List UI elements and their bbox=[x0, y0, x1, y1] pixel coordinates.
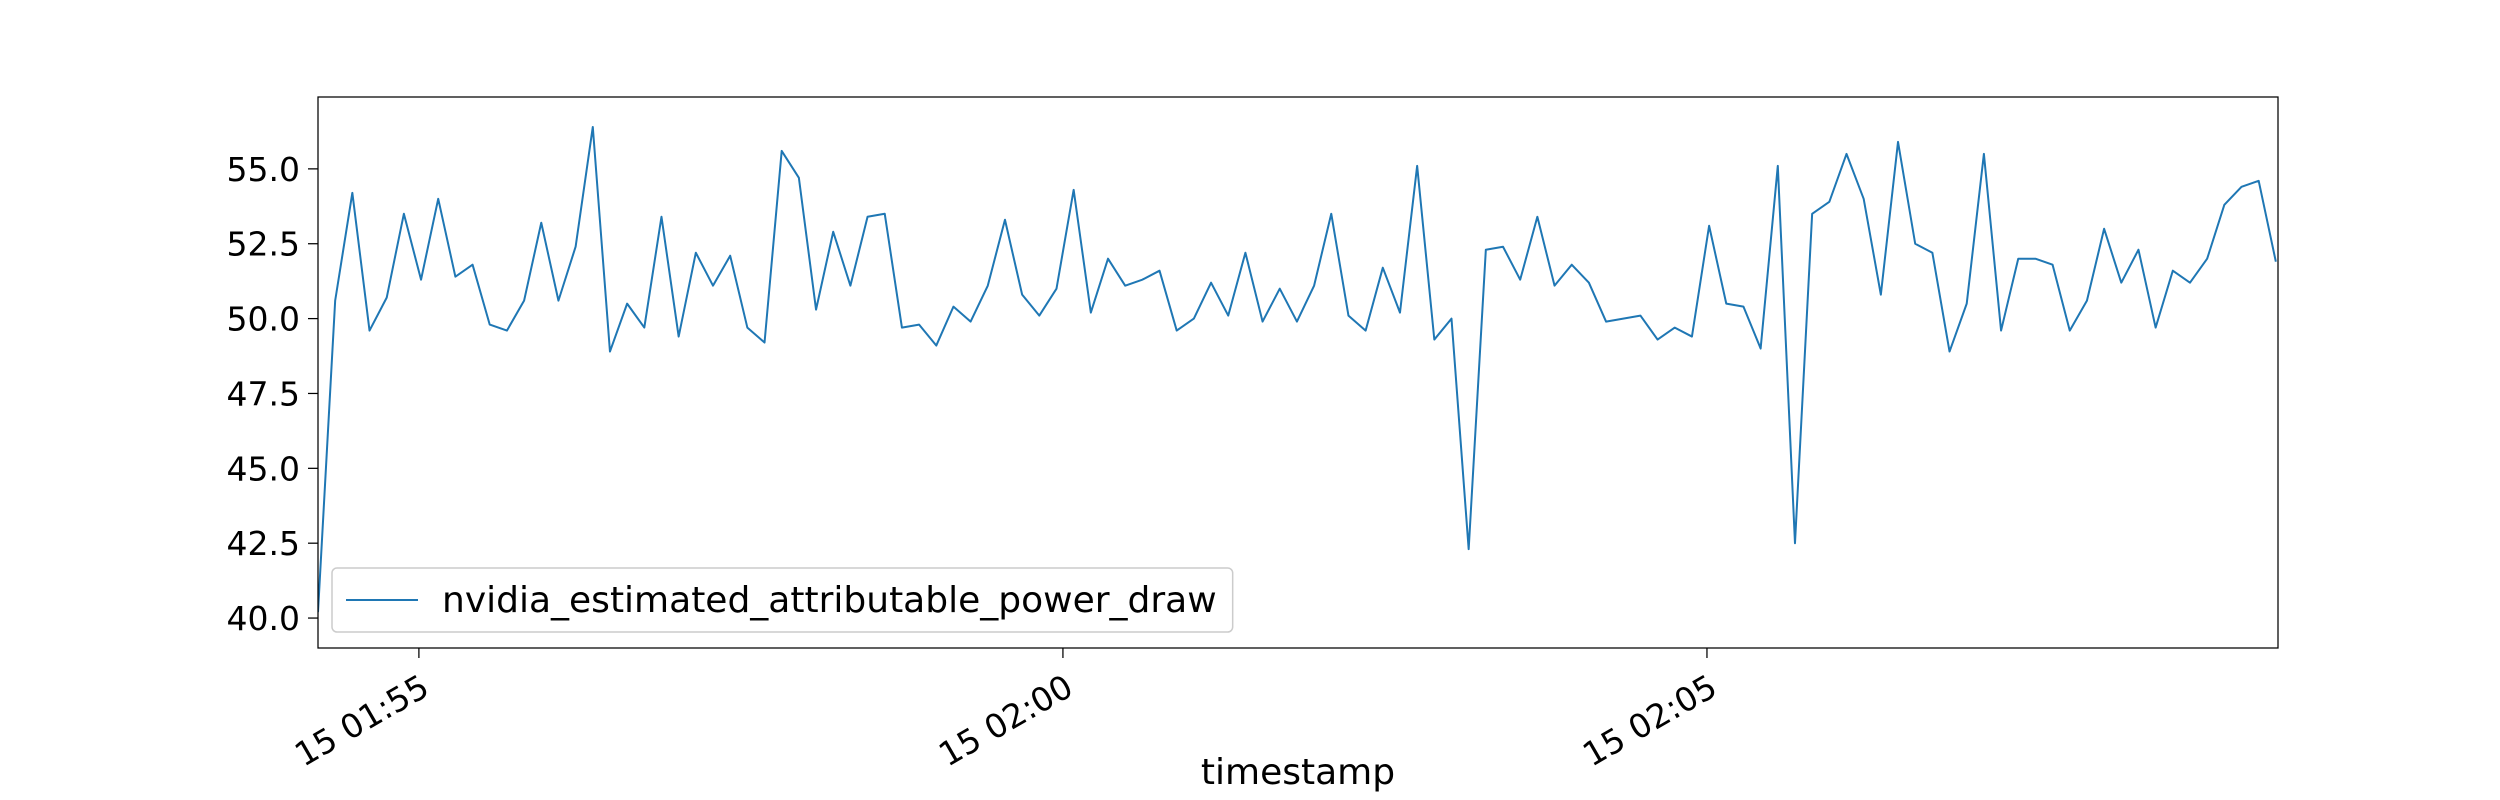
series-line bbox=[318, 125, 2277, 613]
y-tick-label: 42.5 bbox=[227, 524, 300, 563]
x-axis: 15 01:55 15 02:00 15 02:05 bbox=[288, 648, 1723, 774]
x-tick-label: 15 01:55 bbox=[288, 667, 435, 775]
x-tick-label: 15 02:00 bbox=[932, 667, 1079, 775]
x-axis-title: timestamp bbox=[1201, 752, 1395, 793]
x-tick-label: 15 02:05 bbox=[1576, 667, 1723, 775]
legend: nvidia_estimated_attributable_power_draw bbox=[331, 567, 1234, 633]
y-axis: 40.0 42.5 45.0 47.5 50.0 52.5 55.0 bbox=[227, 150, 318, 638]
y-tick-label: 47.5 bbox=[227, 374, 300, 413]
y-tick-label: 45.0 bbox=[227, 449, 300, 488]
plot-frame bbox=[317, 96, 2279, 649]
series-layer bbox=[318, 125, 2277, 613]
legend-box bbox=[331, 567, 1234, 633]
y-tick-label: 40.0 bbox=[227, 599, 300, 638]
y-tick-label: 50.0 bbox=[227, 300, 300, 339]
y-tick-label: 52.5 bbox=[227, 225, 300, 264]
y-tick-label: 55.0 bbox=[227, 150, 300, 189]
legend-label: nvidia_estimated_attributable_power_draw bbox=[442, 580, 1217, 621]
